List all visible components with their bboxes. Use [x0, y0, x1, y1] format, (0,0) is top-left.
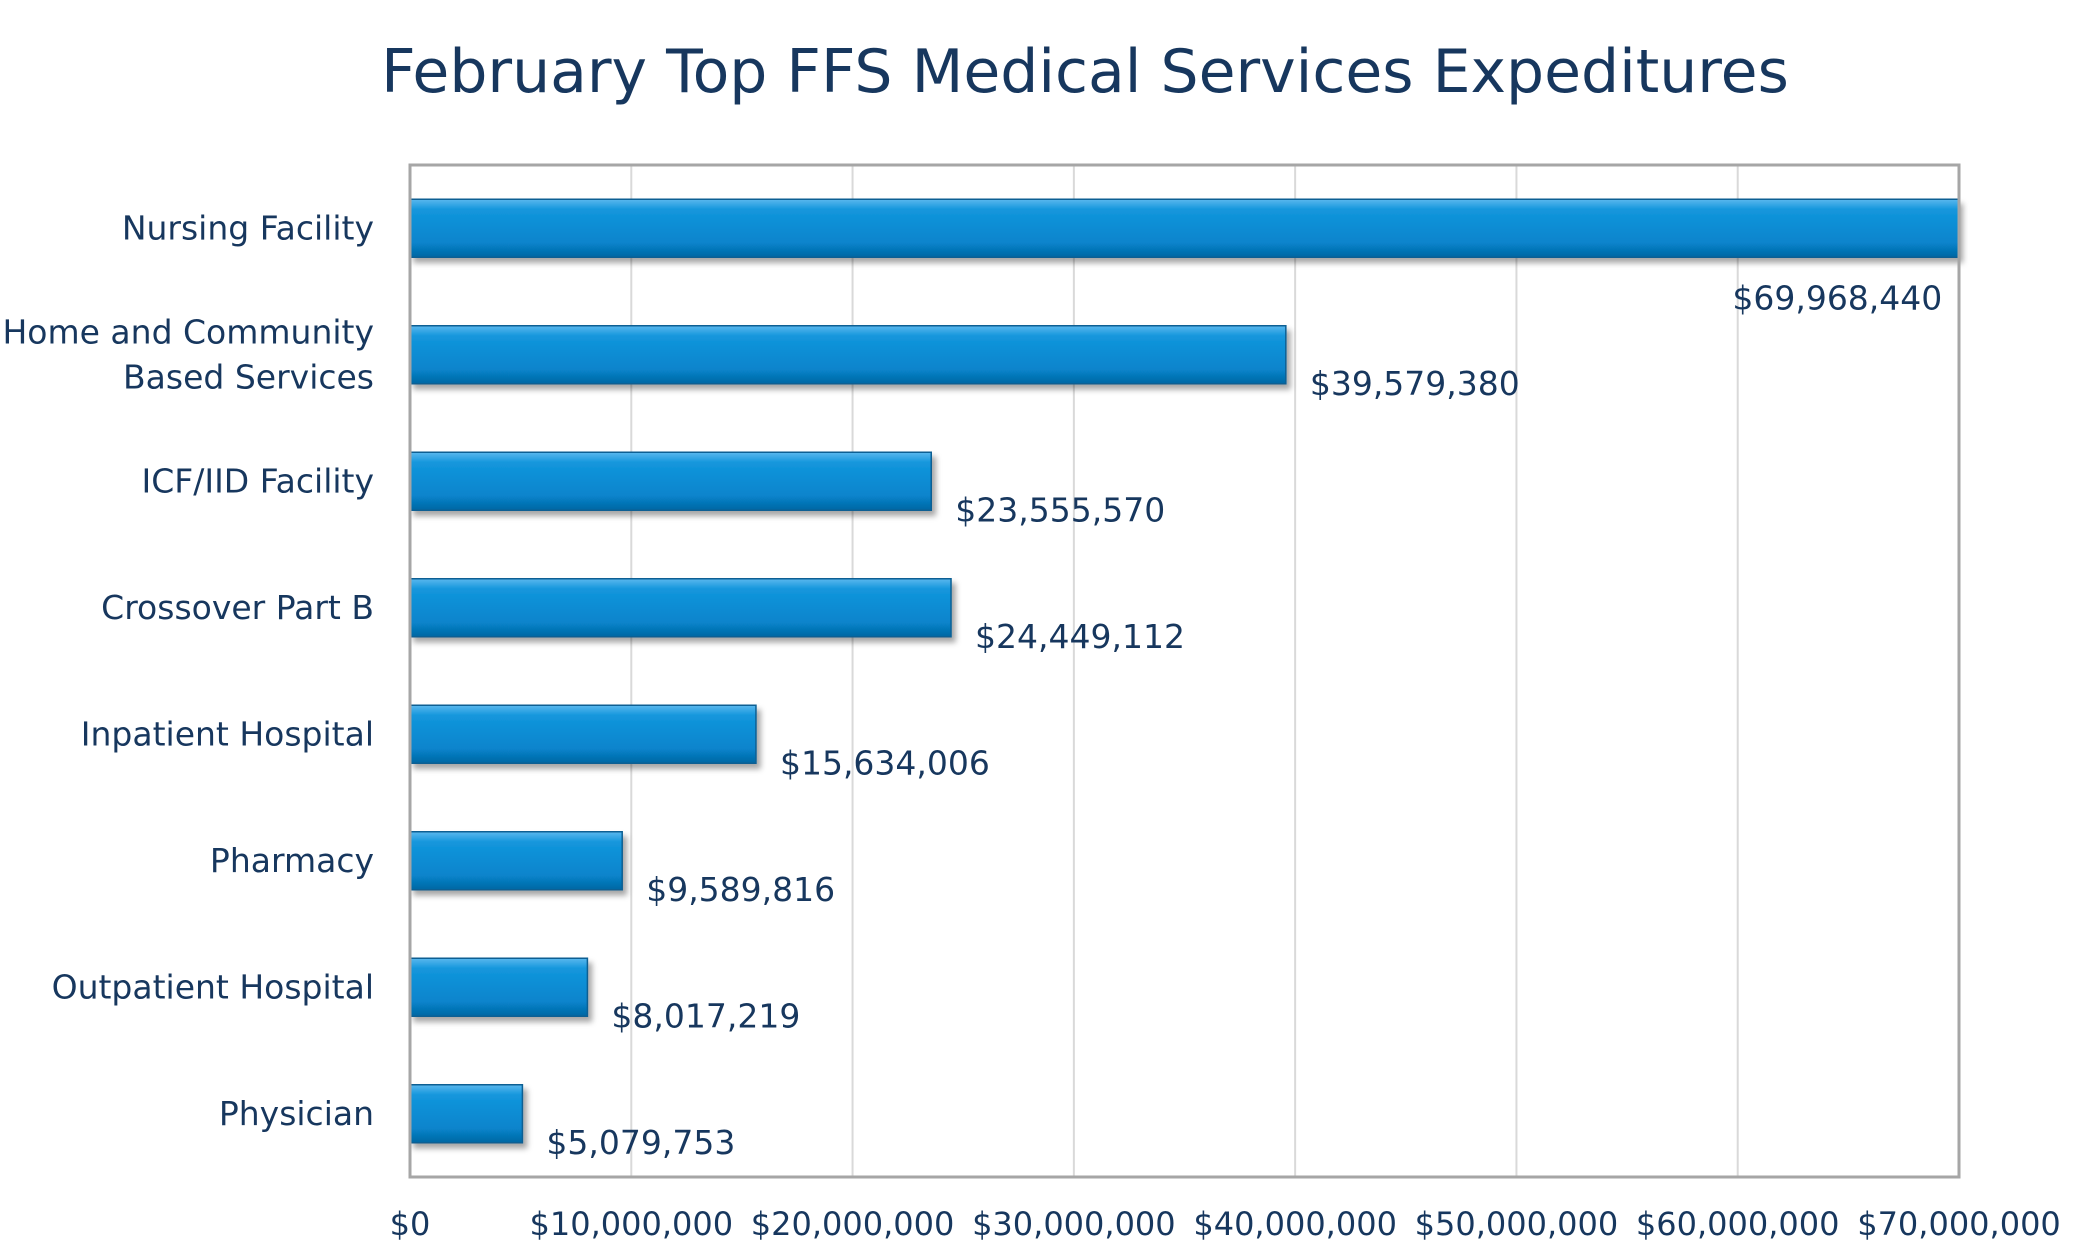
bar — [409, 704, 757, 764]
x-tick-label: $40,000,000 — [1193, 1205, 1397, 1243]
x-tick-label: $0 — [390, 1205, 431, 1243]
chart-title: February Top FFS Medical Services Expedi… — [381, 37, 1789, 107]
bar — [409, 325, 1287, 385]
x-tick-label: $70,000,000 — [1857, 1205, 2061, 1243]
data-label: $24,449,112 — [975, 617, 1185, 656]
plot-area-border — [408, 163, 1961, 1179]
data-label: $8,017,219 — [611, 996, 800, 1035]
category-label: Pharmacy — [210, 841, 374, 880]
category-label: Nursing Facility — [122, 208, 374, 247]
bar — [409, 578, 952, 638]
data-label: $5,079,753 — [546, 1123, 735, 1162]
category-label: Home and Community Based Services — [2, 312, 374, 396]
x-tick-label: $30,000,000 — [972, 1205, 1176, 1243]
bar — [409, 198, 1960, 258]
data-label: $15,634,006 — [780, 743, 990, 782]
bars — [409, 198, 1960, 1144]
category-label: Physician — [219, 1094, 374, 1133]
bar — [409, 831, 623, 891]
data-label: $69,968,440 — [1732, 278, 1942, 317]
data-labels: $69,968,440 $39,579,380 $23,555,570 $24,449… — [546, 278, 1942, 1162]
x-tick-label: $60,000,000 — [1636, 1205, 1840, 1243]
x-tick-label: $50,000,000 — [1415, 1205, 1619, 1243]
category-label: Inpatient Hospital — [81, 714, 374, 753]
data-label: $39,579,380 — [1310, 364, 1520, 403]
category-labels: Nursing Facility Home and Community Based … — [2, 208, 374, 1133]
category-label: Outpatient Hospital — [52, 967, 374, 1006]
x-tick-label: $20,000,000 — [751, 1205, 955, 1243]
data-label: $23,555,570 — [955, 490, 1165, 529]
category-label: Crossover Part B — [101, 588, 374, 627]
category-label: ICF/IID Facility — [141, 461, 374, 500]
bar — [409, 1084, 524, 1144]
x-tick-label: $10,000,000 — [529, 1205, 733, 1243]
bar — [409, 957, 589, 1017]
data-label: $9,589,816 — [646, 870, 835, 909]
x-axis-tick-labels: $0 $10,000,000 $20,000,000 $30,000,000 $40,0… — [390, 1205, 2061, 1243]
bar — [409, 451, 933, 511]
